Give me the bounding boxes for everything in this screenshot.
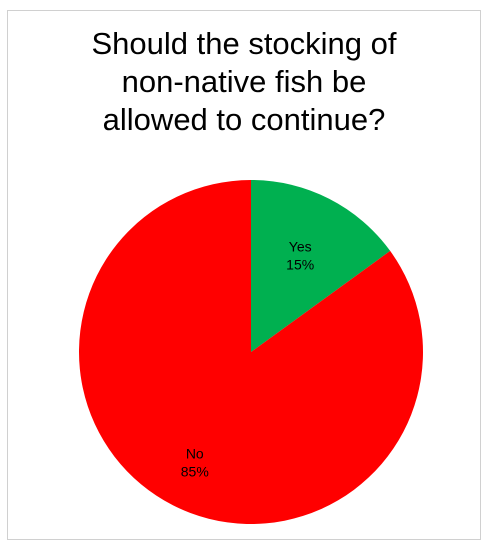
slice-label-name-yes: Yes <box>289 238 312 254</box>
chart-title-line-3: allowed to continue? <box>102 102 386 137</box>
chart-title-line-1: Should the stocking of <box>91 26 397 61</box>
slice-label-percent-no: 85% <box>181 463 209 479</box>
chart-title-line-2: non-native fish be <box>121 64 367 99</box>
pie-slices <box>78 180 423 525</box>
chart-title: Should the stocking of non-native fish b… <box>8 25 480 139</box>
slice-label-percent-yes: 15% <box>286 256 314 272</box>
pie-slice-no <box>78 180 423 525</box>
pie-labels: Yes 15% No 85% <box>181 238 314 479</box>
slice-label-name-no: No <box>186 445 204 461</box>
pie-slice-yes <box>251 180 391 352</box>
